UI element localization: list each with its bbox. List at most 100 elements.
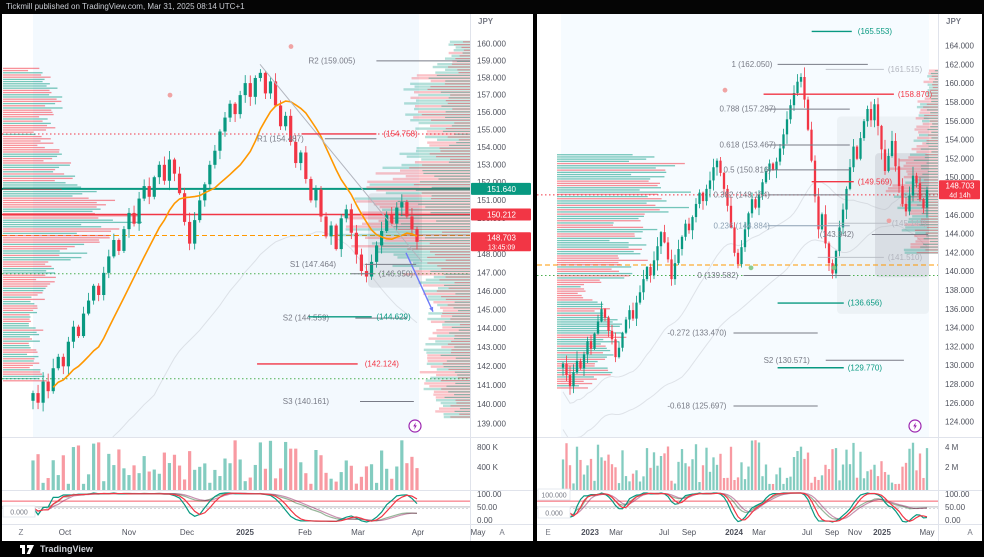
volume-profile <box>337 40 470 419</box>
oscillator-pane[interactable] <box>2 492 470 523</box>
y-axis-tick: 148.000 <box>477 250 506 259</box>
y-axis-tick: 146.000 <box>945 211 974 220</box>
time-axis-corner-left-button[interactable]: E <box>545 528 550 537</box>
y-axis-tick: 138.000 <box>945 286 974 295</box>
price-level-labels[interactable]: (165.553) 1 (162.050) (161.515) (158.870) 0.… <box>667 27 932 411</box>
price-axis[interactable]: JPY 160.000 159.000 158.000 157.000 156.000 15… <box>477 17 506 525</box>
y-axis-tick: 152.000 <box>945 154 974 163</box>
time-axis-tick: Sep <box>682 528 697 537</box>
y-axis-tick: 151.000 <box>477 196 506 205</box>
price-level-label: 0.788 (157.287) <box>719 105 776 114</box>
time-axis-tick: Jul <box>802 528 812 537</box>
event-dot-marker <box>831 265 837 271</box>
oscillator-pane[interactable] <box>537 492 938 523</box>
price-level-label: -0.618 (125.697) <box>667 402 726 411</box>
auto-scale-button[interactable]: A <box>967 528 973 537</box>
y-axis-tick: 144.000 <box>477 324 506 333</box>
time-axis[interactable]: Oct Nov Dec 2025 Feb Mar Apr May Z A <box>19 528 506 537</box>
oscillator-left-scale-label: 100.000 <box>537 488 571 501</box>
price-level-label: (149.569) <box>858 177 893 186</box>
chart-panel-right[interactable]: (165.553) 1 (162.050) (161.515) (158.870) 0.… <box>537 14 982 541</box>
time-axis-tick: Apr <box>412 528 425 537</box>
arrow-annotation[interactable] <box>405 252 434 313</box>
event-dot-marker <box>288 44 294 49</box>
publish-banner: Tickmill published on TradingView.com, M… <box>0 0 984 14</box>
y-axis-tick: 160.000 <box>945 79 974 88</box>
volume-axis-tick: 4 M <box>945 443 959 452</box>
time-axis-tick: Nov <box>122 528 136 537</box>
candlestick-series <box>561 67 929 395</box>
flash-idea-icon[interactable] <box>908 419 922 433</box>
y-axis-tick: 162.000 <box>945 60 974 69</box>
price-level-label: R1 (154.487) <box>257 134 304 143</box>
inactive-indicator-line <box>562 224 928 437</box>
time-axis[interactable]: 2023 Mar Jul Sep 2024 Mar Jul Sep Nov 2025 May E A <box>545 528 973 537</box>
y-axis-tick: 154.000 <box>477 143 506 152</box>
volume-pane[interactable] <box>561 440 929 490</box>
y-axis-tick: 130.000 <box>945 361 974 370</box>
footer-brand: TradingView <box>40 544 93 554</box>
y-axis-tick: 124.000 <box>945 418 974 427</box>
trendline-annotation[interactable] <box>259 64 423 263</box>
price-pane[interactable] <box>537 14 938 441</box>
oscillator-axis-tick: 100.00 <box>945 490 970 499</box>
time-axis-tick: Mar <box>752 528 766 537</box>
publish-banner-text: Tickmill published on TradingView.com, M… <box>6 2 245 11</box>
y-axis-tick: 157.000 <box>477 91 506 100</box>
y-axis-tick: 152.000 <box>477 178 506 187</box>
price-axis[interactable]: JPY 164.000 162.000 160.000 158.000 156.000 15… <box>945 17 974 525</box>
price-level-label: (141.510) <box>888 253 923 262</box>
stochastic-line <box>562 492 928 523</box>
price-level-label: 0.382 (148.164) <box>713 190 770 199</box>
oscillator-axis-tick: 0.00 <box>945 516 961 525</box>
y-axis-tick: 136.000 <box>945 305 974 314</box>
time-axis-tick: 2023 <box>581 528 599 537</box>
y-axis-tick: 156.000 <box>477 108 506 117</box>
time-axis-tick: Oct <box>59 528 72 537</box>
time-axis-tick: Nov <box>848 528 862 537</box>
volume-axis-tick: 400 K <box>477 463 499 472</box>
price-level-label: (144.629) <box>376 312 411 321</box>
session-highlight <box>33 14 419 437</box>
y-axis-tick: 150.000 <box>945 173 974 182</box>
flash-idea-icon[interactable] <box>408 419 422 433</box>
volume-profile <box>885 69 938 254</box>
y-axis-tick: 155.000 <box>477 125 506 134</box>
moving-average-line[interactable] <box>52 100 418 388</box>
volume-pane[interactable] <box>31 440 419 490</box>
oscillator-left-scale-label: 0.000 <box>537 506 571 519</box>
svg-text:100.000: 100.000 <box>541 493 566 500</box>
time-axis-tick: Mar <box>351 528 365 537</box>
y-axis-tick: 160.000 <box>477 40 506 49</box>
auto-scale-button[interactable]: A <box>499 528 505 537</box>
y-axis-tick: 143.000 <box>477 343 506 352</box>
oscillator-axis-tick: 100.00 <box>477 490 502 499</box>
price-pane[interactable] <box>2 14 470 506</box>
svg-text:148.703: 148.703 <box>946 181 975 190</box>
price-axis-badge: 151.640 <box>471 182 531 195</box>
y-axis-tick: 140.000 <box>945 267 974 276</box>
event-dot-marker <box>722 87 728 93</box>
currency-label: JPY <box>946 17 962 26</box>
volume-axis-tick: 800 K <box>477 443 499 452</box>
y-axis-tick: 142.000 <box>945 248 974 257</box>
currency-label: JPY <box>478 17 494 26</box>
y-axis-tick: 147.000 <box>477 268 506 277</box>
time-axis-tick: May <box>470 528 485 537</box>
price-level-label: 0.236 (144.884) <box>713 221 770 230</box>
y-axis-tick: 154.000 <box>945 136 974 145</box>
chart-panel-left[interactable]: R2 (159.005) R1 (154.487) (154.758) S1 (147… <box>2 14 533 541</box>
chart-svg-left[interactable]: R2 (159.005) R1 (154.487) (154.758) S1 (147… <box>2 14 533 541</box>
chart-svg-right[interactable]: (165.553) 1 (162.050) (161.515) (158.870) 0.… <box>537 14 982 541</box>
event-dot-marker <box>167 92 173 98</box>
price-level-labels[interactable]: R2 (159.005) R1 (154.487) (154.758) S1 (147… <box>257 56 470 406</box>
oscillator-axis-tick: 50.00 <box>945 503 966 512</box>
price-axis-badge: 148.703 4d 14h <box>939 180 980 200</box>
time-axis-tick: Feb <box>298 528 312 537</box>
stochastic-line <box>562 492 928 520</box>
time-axis-corner-left-button[interactable]: Z <box>19 528 24 537</box>
y-axis-tick: 153.000 <box>477 160 506 169</box>
badge-countdown: 13:45:09 <box>488 244 515 251</box>
time-axis-tick: Dec <box>180 528 194 537</box>
tradingview-logo[interactable] <box>20 544 35 555</box>
